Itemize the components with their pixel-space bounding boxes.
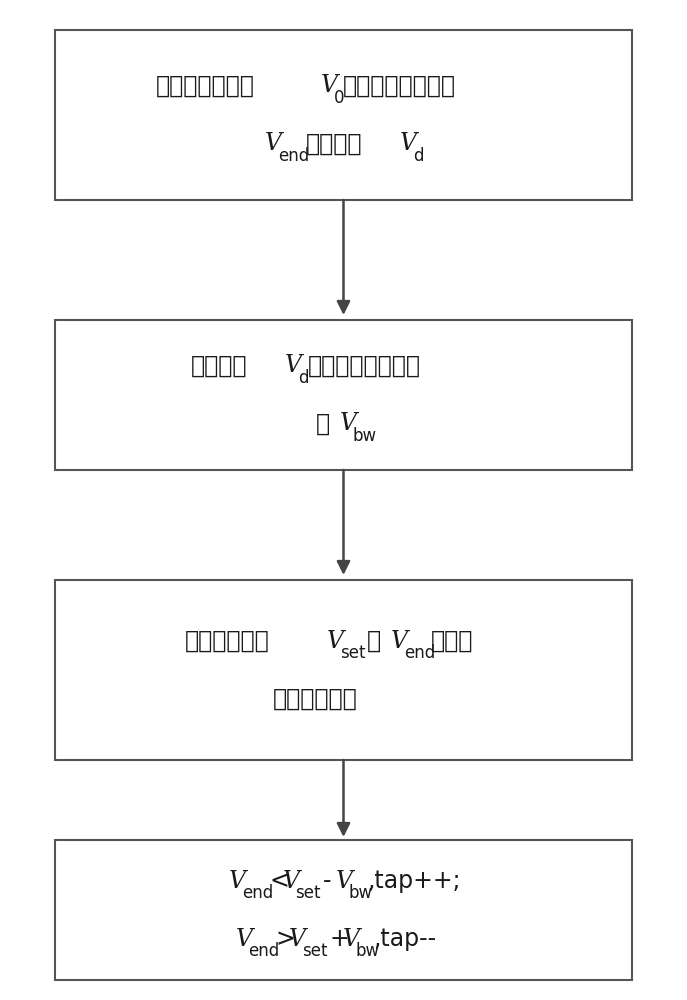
Text: V: V [336, 869, 353, 892]
Text: end: end [404, 644, 435, 662]
Text: bw: bw [352, 427, 376, 445]
Text: >: > [276, 927, 296, 951]
Text: V: V [326, 630, 344, 652]
Text: V: V [342, 928, 359, 950]
Text: bw: bw [355, 942, 379, 960]
Text: 间的压降: 间的压降 [306, 132, 362, 156]
Bar [55, 320, 632, 470]
Text: V: V [321, 75, 337, 98]
Bar [55, 840, 632, 980]
Text: d: d [298, 369, 308, 387]
Text: V: V [265, 132, 282, 155]
Text: 确定调压器电压带: 确定调压器电压带 [307, 354, 420, 378]
Text: end: end [242, 884, 273, 902]
Text: set: set [295, 884, 321, 902]
Text: 求出变电所电压: 求出变电所电压 [155, 74, 254, 98]
Text: V: V [289, 928, 306, 950]
Text: 和: 和 [367, 629, 381, 653]
Text: V: V [285, 355, 302, 377]
Text: bw: bw [349, 884, 373, 902]
Text: V: V [229, 869, 246, 892]
Text: 根据期望电压: 根据期望电压 [185, 629, 270, 653]
Text: -: - [323, 869, 331, 893]
Bar [55, 30, 632, 200]
Text: ,tap--: ,tap-- [374, 927, 437, 951]
Text: 与负荷侧最小电压: 与负荷侧最小电压 [343, 74, 455, 98]
Text: 选择抽头动作: 选择抽头动作 [273, 687, 357, 711]
Bar [55, 580, 632, 760]
Text: <: < [269, 869, 289, 893]
Text: end: end [249, 942, 280, 960]
Text: 比较，: 比较， [431, 629, 473, 653]
Text: +: + [329, 927, 349, 951]
Text: set: set [302, 942, 328, 960]
Text: V: V [400, 132, 417, 155]
Text: d: d [413, 147, 423, 165]
Text: V: V [282, 869, 300, 892]
Text: set: set [339, 644, 365, 662]
Text: V: V [236, 928, 252, 950]
Text: 宽: 宽 [316, 412, 330, 436]
Text: 0: 0 [334, 89, 344, 107]
Text: V: V [391, 630, 407, 652]
Text: V: V [339, 412, 357, 436]
Text: end: end [278, 147, 309, 165]
Text: ,tap++;: ,tap++; [367, 869, 461, 893]
Text: 根据压降: 根据压降 [191, 354, 247, 378]
